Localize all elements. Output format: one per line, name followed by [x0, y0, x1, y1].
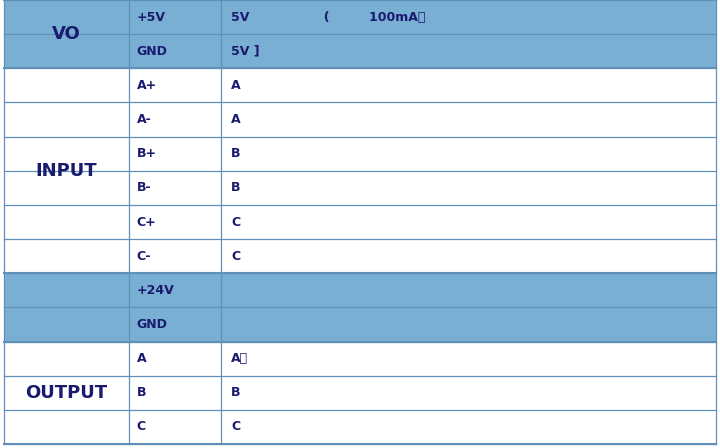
Bar: [129, 137, 221, 171]
Bar: [129, 68, 221, 103]
Bar: [221, 273, 716, 307]
Text: INPUT: INPUT: [35, 162, 97, 180]
Text: GND: GND: [137, 45, 168, 58]
Bar: [129, 0, 221, 34]
Text: OUTPUT: OUTPUT: [25, 384, 107, 402]
Bar: [129, 34, 221, 68]
Text: A: A: [137, 352, 146, 365]
Bar: [221, 103, 716, 137]
Text: C: C: [231, 250, 240, 263]
Bar: [129, 376, 221, 410]
Text: C+: C+: [137, 215, 156, 228]
Bar: [221, 0, 716, 34]
Bar: [221, 34, 716, 68]
Text: VO: VO: [52, 25, 81, 43]
Bar: [221, 171, 716, 205]
Bar: [129, 103, 221, 137]
Text: B: B: [231, 181, 240, 194]
Bar: [221, 307, 716, 341]
Bar: [129, 341, 221, 376]
Text: C: C: [231, 420, 240, 433]
Bar: [221, 376, 716, 410]
Text: A+: A+: [137, 79, 157, 92]
Text: B: B: [137, 386, 146, 399]
Bar: [4, 0, 129, 68]
Text: A: A: [231, 79, 240, 92]
Text: B-: B-: [137, 181, 151, 194]
Bar: [129, 410, 221, 444]
Bar: [221, 137, 716, 171]
Text: B: B: [231, 386, 240, 399]
Text: A。: A。: [231, 352, 248, 365]
Bar: [129, 307, 221, 341]
Bar: [129, 171, 221, 205]
Text: +24V: +24V: [137, 284, 174, 297]
Bar: [4, 68, 129, 273]
Text: C: C: [137, 420, 145, 433]
Bar: [221, 410, 716, 444]
Bar: [4, 341, 129, 444]
Text: C-: C-: [137, 250, 151, 263]
Text: +5V: +5V: [137, 11, 166, 24]
Text: A-: A-: [137, 113, 151, 126]
Bar: [221, 205, 716, 239]
Bar: [129, 273, 221, 307]
Bar: [4, 273, 129, 341]
Bar: [221, 239, 716, 273]
Bar: [129, 205, 221, 239]
Text: B+: B+: [137, 147, 157, 160]
Text: 5V                 (         100mA）: 5V ( 100mA）: [231, 11, 426, 24]
Text: 5V ]: 5V ]: [231, 45, 260, 58]
Text: C: C: [231, 215, 240, 228]
Text: B: B: [231, 147, 240, 160]
Text: A: A: [231, 113, 240, 126]
Bar: [221, 68, 716, 103]
Bar: [221, 341, 716, 376]
Bar: [129, 239, 221, 273]
Text: GND: GND: [137, 318, 168, 331]
